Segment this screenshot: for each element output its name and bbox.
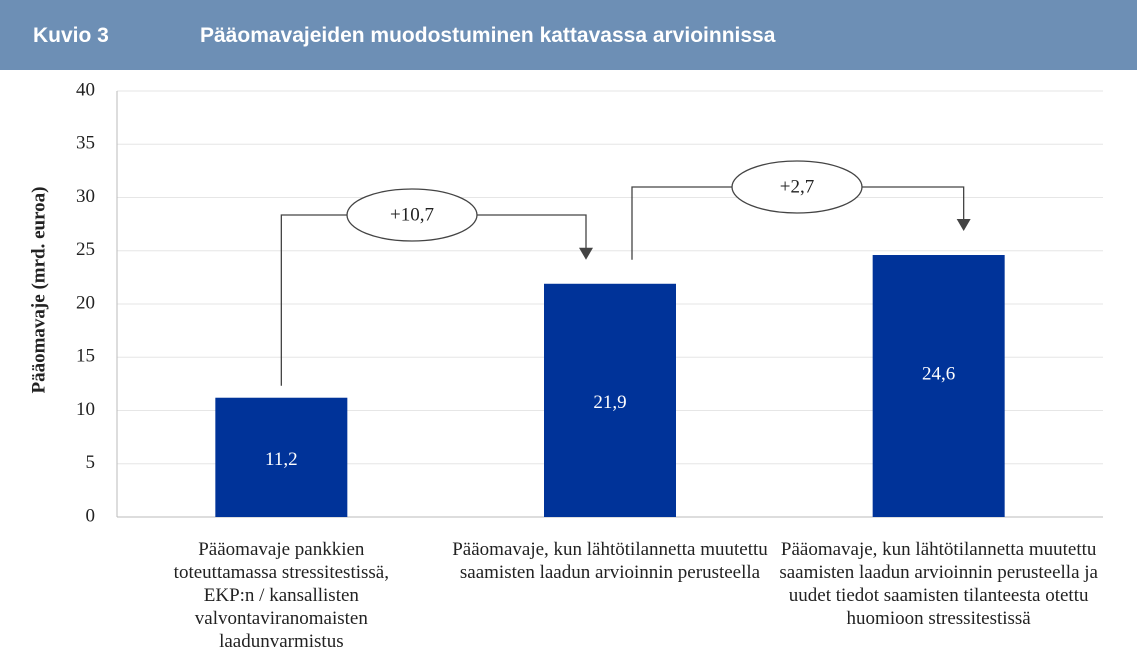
- arrow-head: [579, 247, 593, 260]
- data-label: 11,2: [265, 449, 298, 470]
- bar: [544, 283, 676, 517]
- x-tick-label: Pääomavaje, kun lähtötilannetta muutettu…: [779, 539, 1098, 629]
- header: Kuvio 3 Pääomavajeiden muodostuminen kat…: [0, 0, 1137, 70]
- y-tick-label: 15: [76, 346, 95, 367]
- y-tick-label: 20: [76, 292, 95, 313]
- annotation: +2,7: [780, 176, 814, 197]
- y-tick-label: 25: [76, 239, 95, 260]
- y-tick-label: 10: [76, 399, 95, 420]
- connector: [280, 214, 587, 386]
- annotation-bubble: [731, 160, 863, 214]
- data-label: 21,9: [593, 392, 626, 413]
- annotation: +10,7: [390, 204, 434, 225]
- annotation-bubble: [346, 188, 478, 242]
- y-axis-label: Pääomavaje (mrd. euroa): [28, 186, 49, 393]
- y-tick-label: 5: [86, 452, 96, 473]
- y-tick-label: 0: [86, 505, 96, 526]
- header-title: Pääomavajeiden muodostuminen kattavassa …: [200, 24, 776, 47]
- bar: [215, 397, 348, 517]
- x-tick-label: Pääomavaje pankkien toteuttamassa stress…: [173, 539, 389, 652]
- y-tick-label: 30: [76, 186, 95, 207]
- x-tick-label: Pääomavaje, kun lähtötilannetta muutettu…: [452, 539, 768, 583]
- data-label: 24,6: [922, 363, 955, 384]
- header-label: Kuvio 3: [33, 24, 109, 47]
- bar: [872, 255, 1005, 517]
- y-tick-label: 40: [76, 79, 95, 100]
- y-tick-label: 35: [76, 133, 95, 154]
- arrow-head: [956, 219, 971, 232]
